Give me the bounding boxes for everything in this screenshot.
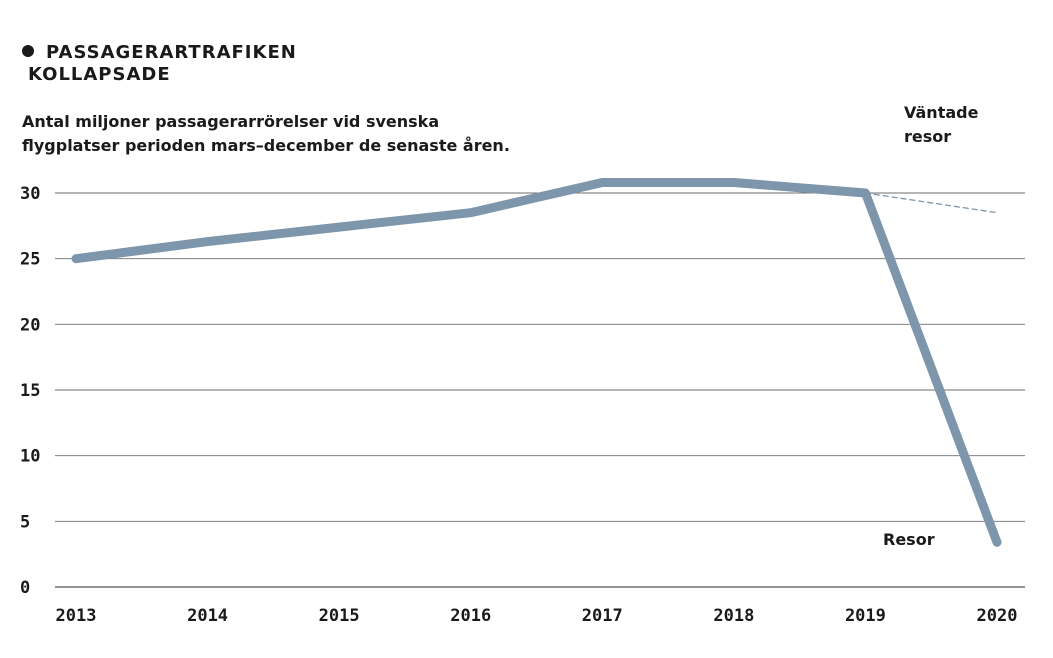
series-layer [71,178,1002,547]
data-point-2013 [75,258,77,260]
y-tick-label: 10 [20,447,40,467]
y-tick-label: 15 [20,381,40,401]
y-tick-label: 0 [20,578,30,598]
y-axis-ticks: 0 5 10 15 20 25 30 [20,184,40,598]
annotations: Väntade resor Resor [883,103,979,549]
data-point-2020 [996,541,998,543]
gridlines [55,192,1025,588]
subtitle-line-2: flygplatser perioden mars–december de se… [22,136,510,155]
title-text-1: PASSAGERARTRAFIKEN [46,42,297,63]
y-tick-label: 25 [20,250,40,270]
annotation-actual: Resor [883,530,935,549]
title-line-2: KOLLAPSADE [28,64,171,85]
series-line-expected [864,192,998,214]
y-tick-label: 30 [20,184,40,204]
annotation-expected-line2: resor [904,127,951,146]
data-point-2015 [338,226,340,228]
chart-title: PASSAGERARTRAFIKEN KOLLAPSADE [22,42,297,86]
series-line-actual [71,178,1002,547]
x-tick-label: 2019 [845,606,886,626]
x-tick-label: 2014 [187,606,228,626]
data-point-2018 [733,181,735,183]
x-tick-label: 2018 [713,606,754,626]
x-tick-label: 2017 [582,606,623,626]
y-tick-label: 5 [20,512,30,532]
x-tick-label: 2016 [450,606,491,626]
data-point-2017 [601,181,603,183]
data-point-2014 [207,241,209,243]
x-tick-label: 2020 [977,606,1018,626]
title-line-1: PASSAGERARTRAFIKEN [22,42,297,64]
subtitle-line-1: Antal miljoner passagerarrörelser vid sv… [22,112,440,131]
bullet-icon [22,45,34,57]
x-tick-label: 2013 [56,606,97,626]
annotation-expected-line1: Väntade [904,103,979,122]
y-tick-label: 20 [20,315,40,335]
x-tick-label: 2015 [319,606,360,626]
x-axis-ticks: 2013 2014 2015 2016 2017 2018 2019 2020 [56,606,1018,626]
chart-subtitle: Antal miljoner passagerarrörelser vid sv… [22,110,582,158]
data-point-2016 [470,212,472,214]
data-point-2019 [864,192,866,194]
